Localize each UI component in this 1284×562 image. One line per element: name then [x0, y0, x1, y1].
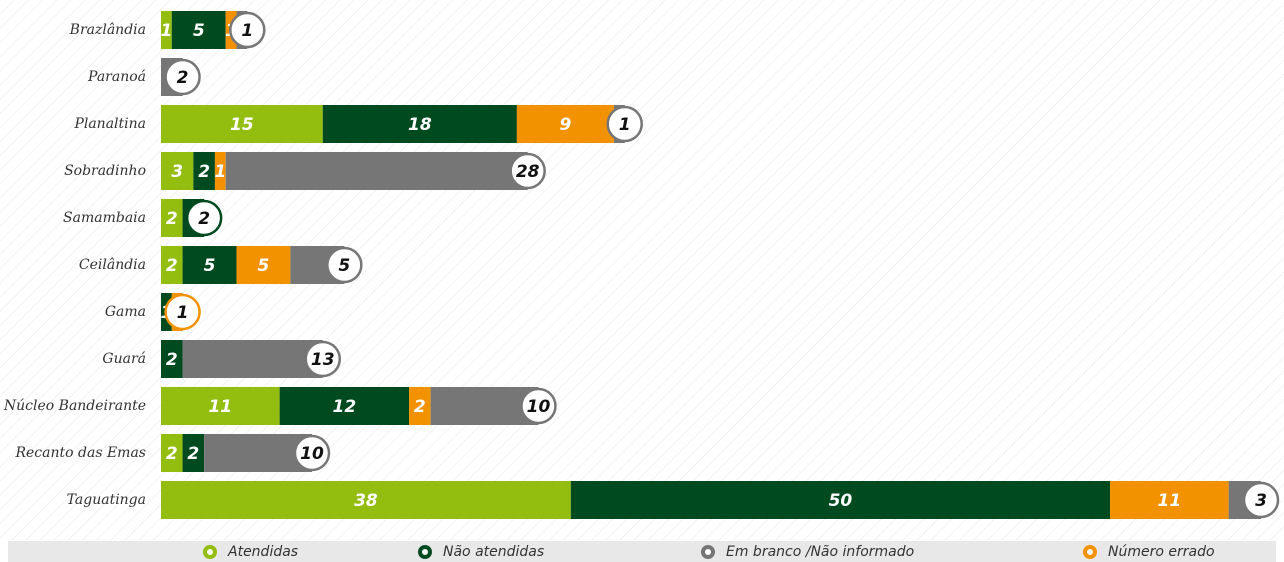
value-label: 2: [187, 444, 199, 464]
value-label: 2: [198, 162, 210, 182]
value-label: 5: [258, 256, 270, 276]
value-label: 1: [214, 162, 226, 182]
value-label: 38: [354, 491, 378, 511]
value-label: 11: [1157, 491, 1181, 511]
bar-segment: [570, 481, 1111, 519]
value-label: 2: [166, 444, 178, 464]
category-label: Taguatinga: [67, 492, 146, 508]
legend-label: Número errado: [1108, 544, 1215, 560]
value-label: 2: [198, 209, 210, 229]
category-label: Gama: [105, 304, 146, 320]
value-label: 11: [208, 397, 232, 417]
bar-segment: [409, 387, 431, 425]
end-badge: [304, 340, 342, 378]
bar-segment: [161, 199, 183, 237]
value-label: 10: [527, 397, 551, 417]
category-label: Guará: [102, 351, 146, 367]
value-label: 2: [166, 209, 178, 229]
value-label: 1: [241, 21, 253, 41]
value-label: 18: [408, 115, 432, 135]
bar-segment: [516, 105, 614, 143]
legend-label: Em branco /Não informado: [726, 544, 914, 560]
end-badge: [185, 199, 223, 237]
bar-segment: [279, 387, 410, 425]
bar-segment: [214, 152, 226, 190]
legend-swatch: [701, 545, 715, 559]
legend-swatch: [203, 545, 217, 559]
value-label: 2: [414, 397, 426, 417]
bar-segment: [161, 152, 194, 190]
end-badge: [606, 105, 643, 143]
category-label: Ceilândia: [79, 257, 146, 273]
bar-segment: [161, 340, 183, 378]
legend-band: [8, 541, 1276, 562]
legend-swatch: [1083, 545, 1097, 559]
bar-segment: [225, 152, 528, 190]
value-label: 10: [300, 444, 324, 464]
bar-segment: [322, 105, 517, 143]
end-badge: [164, 58, 201, 96]
value-label: 3: [171, 162, 183, 182]
legend-label: Atendidas: [227, 544, 298, 560]
bar-segment: [182, 246, 237, 284]
value-label: 12: [332, 397, 356, 417]
value-label: 1: [619, 115, 631, 135]
bar-segment: [182, 340, 323, 378]
category-label: Sobradinho: [64, 163, 146, 179]
value-label: 1: [177, 303, 189, 323]
category-label: Samambaia: [63, 210, 146, 226]
value-label: 1: [160, 21, 172, 41]
category-label: Paranoá: [87, 69, 146, 85]
value-label: 2: [166, 256, 178, 276]
bar-segment: [1110, 481, 1229, 519]
value-label: 15: [230, 115, 254, 135]
legend-swatch: [418, 545, 432, 559]
legend-label: Não atendidas: [443, 544, 544, 560]
bar-segment: [236, 246, 291, 284]
end-badge: [326, 246, 363, 284]
value-label: 2: [177, 68, 189, 88]
end-badge: [164, 293, 201, 331]
end-badge: [293, 434, 331, 472]
value-label: 3: [1255, 491, 1267, 511]
value-label: 5: [204, 256, 216, 276]
category-label: Planaltina: [73, 116, 146, 132]
bar-segment: [182, 434, 205, 472]
end-badge: [520, 387, 557, 425]
value-label: 2: [166, 350, 178, 370]
end-badge: [1242, 481, 1280, 519]
value-label: 28: [516, 162, 540, 182]
bar-segment: [161, 105, 323, 143]
bar-segment: [171, 11, 226, 49]
value-label: 50: [829, 491, 853, 511]
end-badge: [229, 11, 266, 49]
bar-segment: [161, 481, 571, 519]
category-label: Brazlândia: [69, 22, 146, 38]
bar-segment: [161, 11, 172, 49]
value-label: 5: [338, 256, 350, 276]
value-label: 9: [559, 115, 571, 135]
bar-segment: [161, 246, 183, 284]
bar-segment: [161, 434, 183, 472]
end-badge: [509, 152, 546, 190]
bar-segment: [161, 387, 280, 425]
value-label: 13: [311, 350, 335, 370]
value-label: 5: [193, 21, 205, 41]
bar-segment: [193, 152, 215, 190]
category-label: Núcleo Bandeirante: [3, 398, 146, 414]
category-label: Recanto das Emas: [14, 445, 146, 461]
